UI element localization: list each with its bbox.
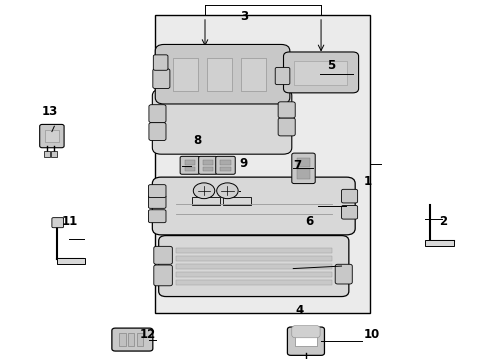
Text: 6: 6 xyxy=(305,215,313,228)
FancyBboxPatch shape xyxy=(155,44,289,104)
FancyBboxPatch shape xyxy=(149,123,165,140)
Bar xyxy=(175,280,331,285)
FancyBboxPatch shape xyxy=(154,265,172,286)
Bar xyxy=(184,167,195,171)
Text: 3: 3 xyxy=(240,10,248,23)
Text: 1: 1 xyxy=(363,175,371,188)
Bar xyxy=(294,336,316,346)
Text: 4: 4 xyxy=(295,305,304,318)
Bar xyxy=(424,240,453,246)
FancyBboxPatch shape xyxy=(112,328,153,351)
FancyBboxPatch shape xyxy=(215,156,235,174)
FancyBboxPatch shape xyxy=(154,246,172,264)
Bar xyxy=(222,197,250,205)
FancyBboxPatch shape xyxy=(283,52,358,93)
Bar xyxy=(155,15,369,313)
FancyBboxPatch shape xyxy=(153,55,167,70)
FancyBboxPatch shape xyxy=(152,177,354,235)
Bar xyxy=(57,258,85,264)
FancyBboxPatch shape xyxy=(153,69,169,89)
Bar xyxy=(175,248,331,253)
Bar xyxy=(44,130,59,142)
FancyBboxPatch shape xyxy=(148,210,165,223)
Bar xyxy=(175,256,331,261)
FancyBboxPatch shape xyxy=(291,153,315,184)
Bar xyxy=(172,58,198,91)
FancyBboxPatch shape xyxy=(198,156,217,174)
Bar xyxy=(184,160,195,165)
Text: 8: 8 xyxy=(193,134,201,147)
Bar xyxy=(203,167,212,171)
Bar xyxy=(220,167,230,171)
FancyBboxPatch shape xyxy=(158,235,348,297)
Bar xyxy=(175,264,331,269)
FancyBboxPatch shape xyxy=(291,325,320,338)
FancyBboxPatch shape xyxy=(287,327,324,355)
Bar xyxy=(119,333,125,346)
Text: 12: 12 xyxy=(140,328,156,341)
FancyBboxPatch shape xyxy=(275,67,289,85)
FancyBboxPatch shape xyxy=(341,206,357,219)
FancyBboxPatch shape xyxy=(278,102,295,118)
Circle shape xyxy=(193,183,214,199)
FancyBboxPatch shape xyxy=(52,218,63,228)
Bar xyxy=(203,160,212,165)
Bar xyxy=(137,333,143,346)
Text: 9: 9 xyxy=(239,157,247,170)
Bar xyxy=(296,158,310,167)
Bar xyxy=(175,272,331,277)
Bar xyxy=(241,58,266,91)
Bar xyxy=(128,333,134,346)
FancyBboxPatch shape xyxy=(180,156,199,174)
Text: 2: 2 xyxy=(439,215,447,228)
Text: 5: 5 xyxy=(327,59,335,72)
FancyBboxPatch shape xyxy=(148,185,165,198)
Text: 10: 10 xyxy=(363,328,380,341)
FancyBboxPatch shape xyxy=(278,118,295,136)
Text: 11: 11 xyxy=(61,215,78,228)
Bar xyxy=(296,169,310,179)
Bar xyxy=(206,58,232,91)
FancyBboxPatch shape xyxy=(152,89,291,154)
Bar xyxy=(51,151,57,157)
FancyBboxPatch shape xyxy=(40,125,64,148)
Bar xyxy=(191,197,220,205)
FancyBboxPatch shape xyxy=(334,264,351,284)
FancyBboxPatch shape xyxy=(148,195,165,208)
Bar xyxy=(294,60,346,85)
Text: 13: 13 xyxy=(42,105,58,118)
Bar xyxy=(44,151,50,157)
Bar xyxy=(220,160,230,165)
FancyBboxPatch shape xyxy=(341,189,357,203)
FancyBboxPatch shape xyxy=(149,105,165,123)
Circle shape xyxy=(216,183,238,199)
Text: 7: 7 xyxy=(293,159,301,172)
